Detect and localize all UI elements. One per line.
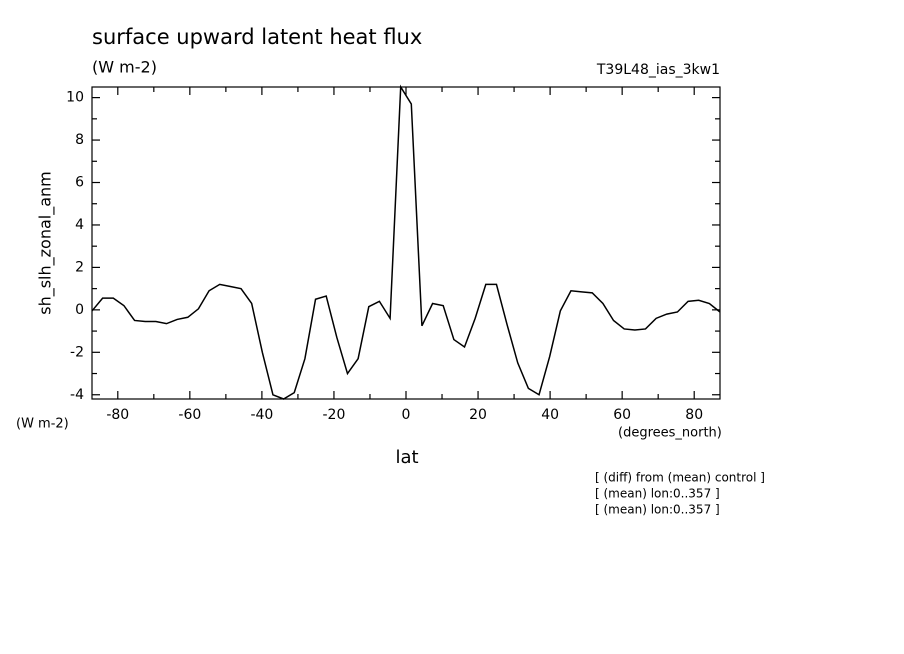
y-tick-label: 0 [75, 302, 84, 318]
y-tick-label: 4 [75, 217, 84, 233]
data-line [91, 84, 721, 400]
y-tick-label: 6 [75, 175, 84, 191]
note: [ (mean) lon:0..357 ] [595, 487, 720, 501]
note: [ (mean) lon:0..357 ] [595, 503, 720, 517]
x-tick-label: 80 [685, 407, 703, 423]
x-tick-label: -40 [250, 407, 273, 423]
x-tick-label: 40 [541, 407, 559, 423]
x-tick-label: -80 [106, 407, 129, 423]
x-tick-label: 20 [469, 407, 487, 423]
chart-title: surface upward latent heat flux [92, 25, 422, 49]
x-tick-label: -60 [178, 407, 201, 423]
y-units: (W m-2) [16, 417, 69, 432]
plot-frame [91, 86, 721, 400]
x-units: (degrees_north) [618, 426, 722, 441]
y-tick-label: 10 [66, 90, 84, 106]
y-axis-label: sh_slh_zonal_anm [36, 171, 56, 315]
y-tick-label: 8 [75, 132, 84, 148]
y-tick-label: 2 [75, 259, 84, 275]
note: [ (diff) from (mean) control ] [595, 471, 765, 485]
x-tick-label: -20 [323, 407, 346, 423]
y-tick-label: -2 [70, 344, 84, 360]
run-label: T39L48_ias_3kw1 [596, 62, 720, 78]
x-tick-label: 60 [613, 407, 631, 423]
y-tick-label: -4 [70, 387, 84, 403]
x-axis-label: lat [395, 447, 418, 468]
chart-subtitle: (W m-2) [92, 58, 157, 77]
x-tick-label: 0 [402, 407, 411, 423]
